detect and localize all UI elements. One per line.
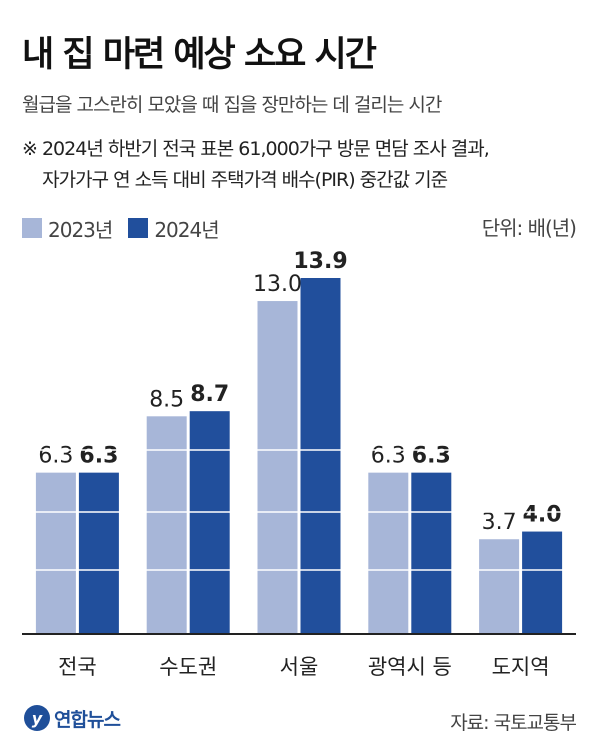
legend-swatch-2024 xyxy=(128,218,149,238)
legend-swatch-2023 xyxy=(22,218,42,238)
data-label-2023-4: 3.7 xyxy=(482,510,517,535)
bar-2023-1 xyxy=(146,416,187,634)
data-label-2024-4: 4.0 xyxy=(523,503,562,528)
bar-2024-4 xyxy=(522,531,563,634)
bar-2024-3 xyxy=(411,472,452,634)
category-label-0: 전국 xyxy=(58,655,97,679)
bar-2024-0 xyxy=(78,472,119,634)
source-note: 자료: 국토교통부 xyxy=(450,712,577,734)
legend: 2023년 2024년 xyxy=(22,214,235,242)
logo-text: 연합뉴스 xyxy=(54,708,121,731)
bar-2024-1 xyxy=(189,411,230,634)
chart-subtitle: 월급을 고스란히 모았을 때 집을 장만하는 데 걸리는 시간 xyxy=(22,94,442,116)
category-label-4: 도지역 xyxy=(492,655,550,679)
data-label-2024-2: 13.9 xyxy=(293,249,347,274)
data-label-2024-3: 6.3 xyxy=(412,444,451,469)
bar-2024-2 xyxy=(300,278,341,634)
data-label-2023-3: 6.3 xyxy=(371,444,406,469)
data-label-2024-1: 8.7 xyxy=(190,382,229,407)
bar-2023-0 xyxy=(35,472,76,634)
category-label-3: 광역시 등 xyxy=(368,655,452,679)
bar-2023-3 xyxy=(368,472,409,634)
legend-label-2024: 2024년 xyxy=(154,217,219,242)
legend-item-2024: 2024년 xyxy=(128,214,220,243)
data-label-2024-0: 6.3 xyxy=(79,444,118,469)
yonhap-logo-icon: y xyxy=(24,705,50,731)
legend-item-2023: 2023년 xyxy=(22,214,113,243)
bar-2023-2 xyxy=(257,301,298,634)
category-label-1: 수도권 xyxy=(159,655,217,679)
category-label-2: 서울 xyxy=(280,655,319,679)
data-label-2023-2: 13.0 xyxy=(253,272,302,297)
chart-title: 내 집 마련 예상 소요 시간 xyxy=(22,35,377,75)
logo: y 연합뉴스 xyxy=(24,700,121,736)
survey-note: ※ 2024년 하반기 전국 표본 61,000가구 방문 면담 조사 결과, … xyxy=(22,138,490,191)
legend-label-2023: 2023년 xyxy=(48,217,113,242)
bar-2023-4 xyxy=(479,539,520,634)
unit-label: 단위: 배(년) xyxy=(481,216,577,240)
data-label-2023-0: 6.3 xyxy=(38,444,73,469)
data-label-2023-1: 8.5 xyxy=(149,387,184,412)
